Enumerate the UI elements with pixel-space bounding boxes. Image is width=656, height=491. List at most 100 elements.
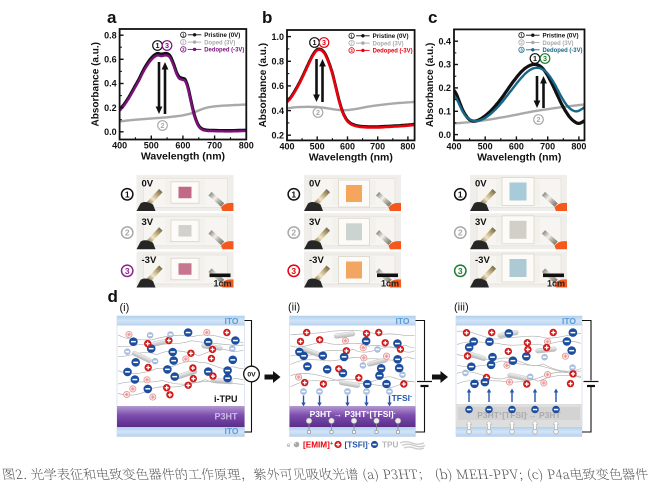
svg-text:P3HT: P3HT (214, 412, 238, 422)
svg-text:3: 3 (182, 47, 185, 52)
svg-text:ITO: ITO (224, 426, 238, 436)
svg-text:-: - (291, 440, 293, 445)
svg-text:Doped (3V): Doped (3V) (204, 39, 235, 46)
svg-text:0.2: 0.2 (438, 83, 451, 93)
svg-text:e: e (287, 443, 291, 449)
svg-text:1: 1 (291, 189, 296, 199)
svg-text:a: a (107, 8, 117, 27)
svg-text:800: 800 (400, 141, 415, 151)
svg-text:ITO: ITO (224, 316, 238, 326)
svg-text:1: 1 (458, 189, 463, 199)
svg-text:Pristine (0V): Pristine (0V) (204, 32, 240, 39)
svg-text:0V: 0V (309, 179, 321, 190)
svg-text:1: 1 (533, 54, 537, 63)
svg-text:Dedoped (-3V): Dedoped (-3V) (373, 48, 413, 55)
svg-text:Absorbance (a.u.): Absorbance (a.u.) (425, 43, 436, 127)
svg-text:3V: 3V (142, 217, 154, 228)
svg-text:0.4: 0.4 (438, 36, 451, 46)
svg-text:2: 2 (350, 41, 353, 46)
svg-text:2: 2 (316, 108, 320, 117)
svg-text:P3HT → P3HT+[TFSI]-: P3HT → P3HT+[TFSI]- (310, 409, 396, 419)
svg-text:Pristine (0V): Pristine (0V) (373, 33, 409, 40)
svg-text:Dedoped (-3V): Dedoped (-3V) (204, 47, 244, 54)
svg-text:(iii): (iii) (454, 302, 469, 314)
svg-text:(ii): (ii) (288, 302, 300, 314)
svg-text:0V: 0V (475, 179, 487, 190)
svg-text:1: 1 (182, 32, 185, 37)
svg-text:3: 3 (291, 266, 296, 276)
svg-text:0V: 0V (142, 179, 154, 190)
svg-text:Doped (3V): Doped (3V) (543, 40, 574, 47)
svg-text:0.3: 0.3 (438, 60, 451, 70)
svg-text:1: 1 (350, 33, 353, 38)
svg-text:1cm: 1cm (381, 279, 399, 289)
svg-text:0.2: 0.2 (104, 103, 117, 113)
svg-text:(i): (i) (120, 302, 130, 314)
svg-text:-3V: -3V (142, 255, 157, 266)
svg-text:1: 1 (156, 41, 160, 50)
svg-text:2: 2 (291, 228, 296, 238)
svg-text:0V: 0V (247, 372, 256, 379)
svg-text:0.4: 0.4 (271, 106, 284, 116)
svg-text:1cm: 1cm (214, 279, 232, 289)
svg-text:800: 800 (239, 141, 254, 151)
svg-text:ITO: ITO (562, 316, 576, 326)
svg-text:700: 700 (207, 141, 222, 151)
svg-text:-3V: -3V (475, 255, 490, 266)
svg-text:1cm: 1cm (547, 279, 565, 289)
svg-text:600: 600 (509, 141, 524, 151)
svg-text:2: 2 (537, 115, 541, 124)
svg-text:0.6: 0.6 (271, 81, 284, 91)
svg-text:Doped (3V): Doped (3V) (373, 40, 404, 47)
svg-text:Absorbance (a.u.): Absorbance (a.u.) (91, 42, 102, 126)
svg-text:800: 800 (571, 141, 586, 151)
svg-text:TPU: TPU (382, 441, 398, 450)
svg-text:0.0: 0.0 (104, 127, 117, 137)
svg-text:d: d (108, 287, 118, 306)
svg-text:Wavelength (nm): Wavelength (nm) (477, 151, 561, 163)
svg-text:2: 2 (125, 228, 130, 238)
svg-text:3: 3 (520, 47, 523, 52)
svg-text:2: 2 (458, 228, 463, 238)
svg-text:Absorbance (a.u.): Absorbance (a.u.) (258, 43, 269, 127)
svg-text:3V: 3V (475, 217, 487, 228)
svg-text:P3HT+[TFSI]-→ P3HT: P3HT+[TFSI]-→ P3HT (477, 410, 561, 420)
svg-text:600: 600 (340, 141, 355, 151)
svg-text:0.8: 0.8 (271, 57, 284, 67)
svg-text:0.8: 0.8 (104, 30, 117, 40)
svg-text:1.0: 1.0 (271, 32, 284, 42)
svg-text:3V: 3V (309, 217, 321, 228)
svg-text:i-TPU: i-TPU (214, 394, 238, 404)
svg-text:500: 500 (144, 141, 159, 151)
svg-text:b: b (262, 8, 272, 27)
svg-text:-3V: -3V (309, 255, 324, 266)
svg-text:500: 500 (478, 141, 493, 151)
svg-text:400: 400 (112, 141, 127, 151)
svg-text:0.1: 0.1 (438, 107, 451, 117)
svg-text:600: 600 (175, 141, 190, 151)
svg-text:400: 400 (446, 141, 461, 151)
svg-text:3: 3 (458, 266, 463, 276)
svg-text:Pristine (0V): Pristine (0V) (543, 33, 579, 40)
svg-text:ITO: ITO (395, 316, 409, 326)
svg-text:700: 700 (370, 141, 385, 151)
svg-text:[TSFI]-: [TSFI]- (345, 441, 370, 450)
svg-text:3: 3 (125, 266, 130, 276)
svg-text:0.0: 0.0 (438, 130, 451, 140)
svg-text:0.6: 0.6 (104, 55, 117, 65)
svg-text:500: 500 (310, 141, 325, 151)
svg-text:[EMIM]+: [EMIM]+ (303, 441, 333, 450)
svg-text:1: 1 (520, 33, 523, 38)
svg-text:Wavelength (nm): Wavelength (nm) (141, 151, 225, 163)
svg-text:2: 2 (520, 40, 523, 45)
svg-text:1: 1 (313, 38, 317, 47)
svg-text:Wavelength (nm): Wavelength (nm) (309, 151, 393, 163)
svg-text:700: 700 (540, 141, 555, 151)
svg-text:0.2: 0.2 (271, 130, 284, 140)
svg-text:3: 3 (543, 54, 547, 63)
svg-text:1: 1 (125, 189, 130, 199)
svg-text:400: 400 (279, 141, 294, 151)
svg-text:2: 2 (161, 121, 165, 130)
svg-text:Dedoped (-3V): Dedoped (-3V) (543, 47, 583, 54)
svg-text:2: 2 (182, 40, 185, 45)
